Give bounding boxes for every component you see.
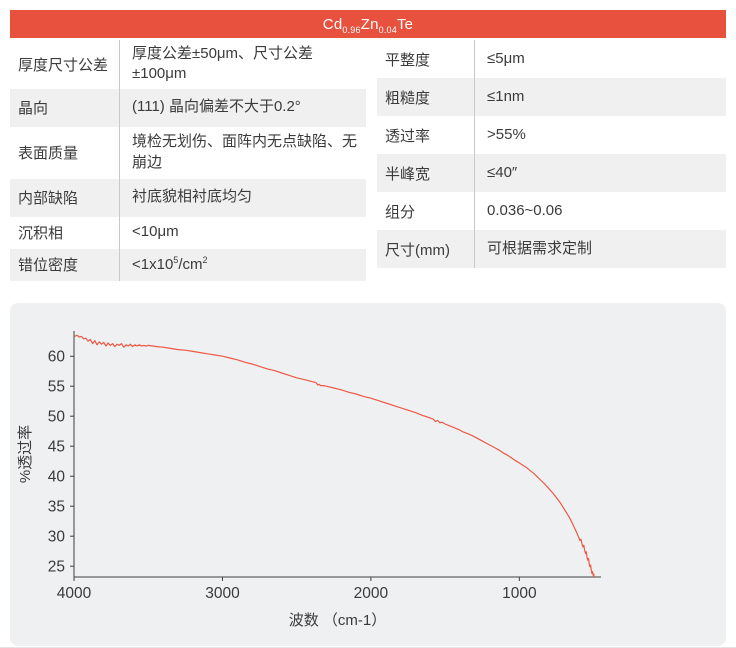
spec-label: 沉积相 bbox=[10, 216, 120, 249]
spec-label: 厚度尺寸公差 bbox=[10, 40, 120, 89]
spec-row-deposited-phase: 沉积相 <10μm bbox=[10, 216, 366, 249]
spec-label: 粗糙度 bbox=[377, 78, 475, 116]
svg-text:4000: 4000 bbox=[57, 585, 92, 602]
spec-value: 厚度公差±50μm、尺寸公差±100μm bbox=[132, 45, 314, 83]
spec-value: ≤5μm bbox=[487, 49, 525, 67]
spec-row-surface-quality: 表面质量 境检无划伤、面阵内无点缺陷、无崩边 bbox=[10, 126, 366, 179]
spec-row-dislocation-density: 错位密度 <1x105/cm2 bbox=[10, 248, 366, 281]
svg-text:3000: 3000 bbox=[205, 585, 240, 602]
spec-table-left: 厚度尺寸公差 厚度公差±50μm、尺寸公差±100μm 晶向 (111) 晶向偏… bbox=[10, 40, 366, 281]
spec-label: 平整度 bbox=[377, 40, 475, 78]
spec-tables: 厚度尺寸公差 厚度公差±50μm、尺寸公差±100μm 晶向 (111) 晶向偏… bbox=[10, 40, 726, 281]
svg-text:55: 55 bbox=[48, 378, 65, 395]
svg-text:50: 50 bbox=[48, 408, 66, 425]
spec-label: 内部缺陷 bbox=[10, 178, 120, 217]
svg-text:%透过率: %透过率 bbox=[17, 424, 34, 482]
spec-label: 表面质量 bbox=[10, 126, 120, 179]
spec-row-internal-defects: 内部缺陷 衬底貌相衬底均匀 bbox=[10, 178, 366, 217]
spec-row-size: 尺寸(mm) 可根据需求定制 bbox=[377, 230, 726, 268]
svg-text:60: 60 bbox=[48, 348, 66, 365]
spec-row-fwhm: 半峰宽 ≤40″ bbox=[377, 154, 726, 192]
spec-label: 晶向 bbox=[10, 88, 120, 127]
svg-text:45: 45 bbox=[48, 438, 65, 455]
spec-value: ≤1nm bbox=[487, 87, 525, 105]
spec-value: 境检无划伤、面阵内无点缺陷、无崩边 bbox=[132, 133, 358, 171]
spec-value: 0.036~0.06 bbox=[487, 201, 563, 219]
spec-value: 衬底貌相衬底均匀 bbox=[132, 188, 253, 206]
product-formula: Cd0.96Zn0.04Te bbox=[322, 15, 414, 35]
spec-label: 尺寸(mm) bbox=[377, 230, 475, 268]
svg-text:2000: 2000 bbox=[354, 585, 389, 602]
svg-text:25: 25 bbox=[48, 558, 65, 575]
svg-text:40: 40 bbox=[48, 468, 66, 485]
spec-label: 半峰宽 bbox=[377, 154, 475, 192]
spec-value: >55% bbox=[487, 125, 526, 143]
svg-text:波数 （cm-1）: 波数 （cm-1） bbox=[289, 612, 387, 629]
spec-value: 可根据需求定制 bbox=[487, 239, 593, 257]
spec-row-thickness-tolerance: 厚度尺寸公差 厚度公差±50μm、尺寸公差±100μm bbox=[10, 40, 366, 89]
spec-value: <10μm bbox=[132, 223, 179, 241]
spec-label: 组分 bbox=[377, 192, 475, 230]
spec-label: 透过率 bbox=[377, 116, 475, 154]
spec-value: <1x105/cm2 bbox=[132, 254, 208, 273]
spec-row-crystal-orientation: 晶向 (111) 晶向偏差不大于0.2° bbox=[10, 88, 366, 127]
spec-value: ≤40″ bbox=[487, 163, 518, 181]
spec-row-flatness: 平整度 ≤5μm bbox=[377, 40, 726, 78]
spec-row-roughness: 粗糙度 ≤1nm bbox=[377, 78, 726, 116]
spec-value: (111) 晶向偏差不大于0.2° bbox=[132, 98, 301, 116]
spec-label: 错位密度 bbox=[10, 248, 120, 281]
product-title-bar: Cd0.96Zn0.04Te bbox=[10, 10, 726, 38]
spec-row-composition: 组分 0.036~0.06 bbox=[377, 192, 726, 230]
spec-row-transmittance: 透过率 >55% bbox=[377, 116, 726, 154]
svg-text:30: 30 bbox=[48, 528, 66, 545]
spec-table-right: 平整度 ≤5μm 粗糙度 ≤1nm 透过率 >55% 半峰宽 ≤40″ 组分 0… bbox=[377, 40, 726, 268]
transmittance-chart: 25 30 35 40 45 50 55 60 4000 3000 2000 1000 波数 （cm-1… bbox=[10, 302, 726, 646]
svg-text:35: 35 bbox=[48, 498, 65, 515]
svg-text:1000: 1000 bbox=[502, 585, 537, 602]
transmittance-spectrum-plot: 25 30 35 40 45 50 55 60 4000 3000 2000 1000 波数 （cm-1… bbox=[17, 330, 601, 629]
